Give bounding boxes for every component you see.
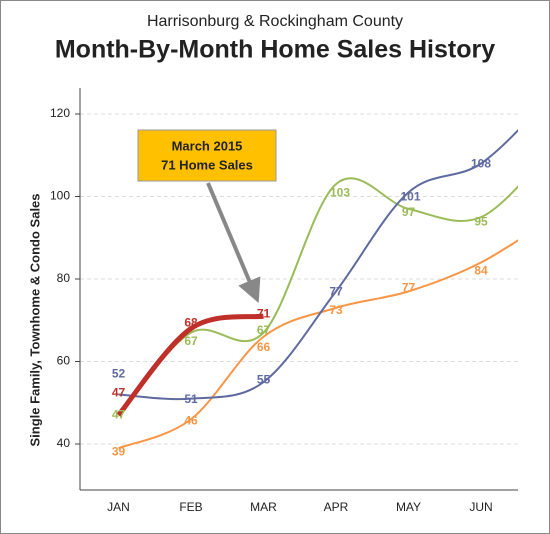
data-label: 67 (257, 323, 271, 337)
data-label: 67 (184, 334, 198, 348)
data-label: 39 (112, 444, 126, 458)
x-tick-label: FEB (179, 500, 202, 514)
annotation-box (137, 129, 277, 182)
data-label: 66 (257, 340, 271, 354)
x-tick-label: APR (324, 500, 349, 514)
data-label: 55 (257, 372, 271, 386)
x-tick-label: JUN (469, 500, 492, 514)
chart-title: Month-By-Month Home Sales History (55, 36, 495, 64)
data-label: 47 (112, 407, 126, 421)
x-tick-label: JAN (107, 500, 130, 514)
data-label: 77 (402, 281, 416, 295)
series-line (118, 129, 518, 401)
series-line (118, 239, 518, 450)
y-tick-label: 60 (57, 354, 71, 368)
y-tick-label: 120 (50, 106, 70, 120)
data-label: 51 (184, 392, 198, 406)
x-tick-label: MAY (396, 500, 421, 514)
data-label: 95 (474, 214, 488, 228)
annotation-line: 71 Home Sales (161, 157, 253, 172)
data-label: 103 (330, 185, 350, 199)
x-tick-label: MAR (250, 500, 277, 514)
y-tick-label: 80 (57, 271, 71, 285)
data-label: 101 (400, 190, 420, 204)
data-label: 68 (184, 316, 198, 330)
data-label: 97 (402, 205, 416, 219)
y-tick-label: 100 (50, 189, 70, 203)
lines (116, 129, 518, 450)
y-axis-label: Single Family, Townhome & Condo Sales (27, 193, 42, 446)
data-label: 47 (112, 385, 126, 399)
annotation-line: March 2015 (172, 138, 243, 153)
data-label: 73 (329, 303, 343, 317)
data-label: 77 (329, 285, 343, 299)
chart-subtitle: Harrisonburg & Rockingham County (147, 13, 403, 30)
data-label: 71 (257, 306, 271, 320)
data-label: 84 (474, 264, 488, 278)
data-label: 52 (112, 367, 126, 381)
data-label: 108 (471, 157, 491, 171)
annotation-arrow (206, 182, 261, 304)
y-tick-label: 40 (57, 436, 71, 450)
series-line (116, 313, 264, 417)
data-label: 46 (184, 413, 198, 427)
series-line (117, 177, 518, 416)
labels: 39 46 66 73 77 84 47 67 67 103 97 95 52 51 55 77 101 108 4… (112, 157, 492, 459)
grid: 40 60 80 100 120 JAN FEB MAR APR MAY JUN (50, 106, 518, 514)
